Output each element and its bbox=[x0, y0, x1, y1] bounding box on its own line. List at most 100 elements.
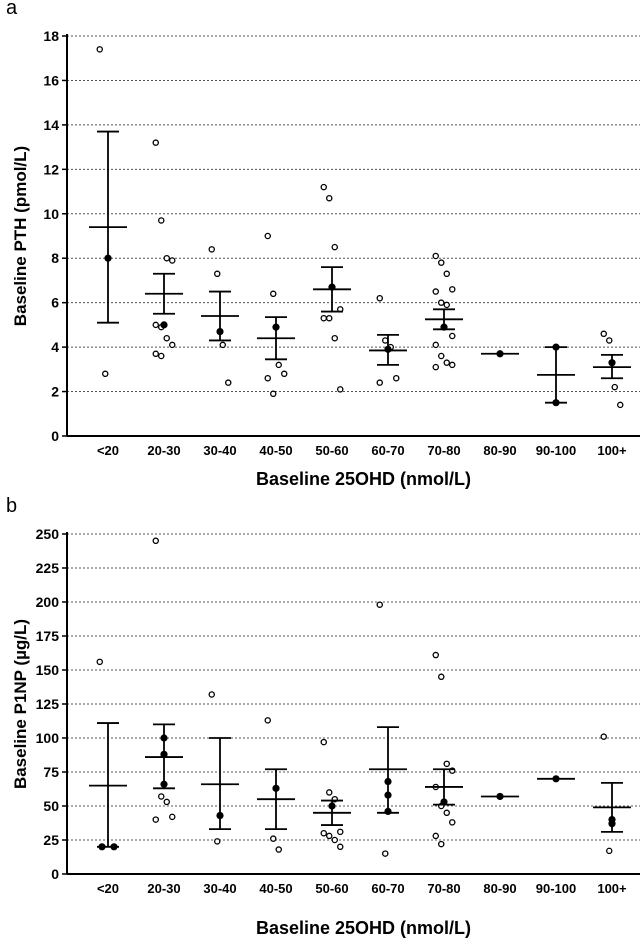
x-tick-label: 60-70 bbox=[371, 881, 404, 896]
data-point bbox=[376, 294, 383, 302]
data-point bbox=[269, 390, 277, 398]
data-point bbox=[448, 819, 456, 826]
data-point bbox=[617, 401, 624, 409]
data-point bbox=[264, 717, 271, 724]
data-point bbox=[213, 270, 221, 278]
data-point bbox=[443, 359, 450, 366]
data-point bbox=[443, 760, 450, 768]
data-point bbox=[152, 321, 159, 329]
data-point bbox=[600, 733, 608, 740]
data-point bbox=[264, 232, 271, 240]
data-point bbox=[320, 183, 327, 191]
data-point bbox=[264, 374, 271, 382]
y-tick-label: 10 bbox=[43, 206, 59, 222]
data-point bbox=[432, 651, 439, 659]
x-tick-label: 80-90 bbox=[483, 881, 516, 896]
data-point bbox=[331, 243, 338, 251]
data-point bbox=[432, 832, 439, 840]
y-tick-label: 175 bbox=[36, 628, 60, 644]
x-tick-label: <20 bbox=[97, 443, 119, 458]
data-point bbox=[163, 798, 170, 806]
y-tick-label: 125 bbox=[36, 696, 60, 712]
x-tick-label: 70-80 bbox=[427, 443, 460, 458]
data-point bbox=[331, 334, 338, 342]
data-point bbox=[381, 337, 389, 344]
y-tick-label: 25 bbox=[43, 832, 59, 848]
y-tick-label: 12 bbox=[43, 161, 59, 177]
data-point bbox=[102, 370, 109, 378]
x-tick-label: 40-50 bbox=[259, 881, 292, 896]
data-point bbox=[269, 835, 277, 842]
data-point bbox=[224, 379, 232, 386]
data-point bbox=[437, 259, 445, 266]
data-point bbox=[448, 332, 456, 340]
data-point bbox=[96, 658, 104, 666]
data-point bbox=[152, 816, 159, 823]
data-point bbox=[208, 691, 215, 698]
data-point bbox=[448, 361, 456, 369]
data-point bbox=[376, 379, 383, 386]
x-tick-label: 40-50 bbox=[259, 443, 292, 458]
data-point bbox=[606, 337, 613, 344]
y-tick-label: 150 bbox=[36, 662, 60, 678]
data-point bbox=[432, 288, 439, 295]
y-tick-label: 14 bbox=[43, 117, 59, 133]
data-point bbox=[157, 217, 165, 224]
y-tick-label: 0 bbox=[51, 866, 59, 882]
x-tick-label: <20 bbox=[97, 881, 119, 896]
data-point bbox=[336, 828, 344, 836]
x-axis-title: Baseline 25OHD (nmol/L) bbox=[256, 469, 471, 489]
data-point bbox=[437, 673, 445, 681]
data-point bbox=[331, 836, 338, 844]
data-point bbox=[325, 314, 333, 322]
x-tick-label: 70-80 bbox=[427, 881, 460, 896]
x-tick-label: 100+ bbox=[597, 881, 627, 896]
x-tick-label: 30-40 bbox=[203, 881, 236, 896]
data-point bbox=[157, 793, 165, 800]
data-point bbox=[275, 846, 282, 853]
data-point bbox=[320, 738, 327, 746]
data-point bbox=[443, 301, 450, 309]
data-point bbox=[611, 383, 619, 391]
data-point bbox=[392, 374, 400, 382]
data-point bbox=[336, 843, 344, 851]
data-point bbox=[437, 299, 445, 306]
data-point bbox=[443, 809, 450, 817]
data-point bbox=[325, 832, 333, 840]
panel-label: a bbox=[6, 0, 18, 19]
y-tick-label: 100 bbox=[36, 730, 60, 746]
x-tick-label: 50-60 bbox=[315, 881, 348, 896]
data-point bbox=[432, 341, 439, 349]
x-tick-label: 30-40 bbox=[203, 443, 236, 458]
data-point bbox=[163, 254, 170, 262]
data-point bbox=[443, 270, 450, 278]
y-tick-label: 0 bbox=[51, 428, 59, 444]
y-tick-label: 200 bbox=[36, 594, 60, 610]
y-tick-label: 18 bbox=[43, 28, 59, 44]
data-point bbox=[280, 370, 288, 378]
y-tick-label: 225 bbox=[36, 560, 60, 576]
y-tick-label: 16 bbox=[43, 72, 59, 88]
data-point bbox=[600, 330, 608, 338]
x-tick-label: 90-100 bbox=[536, 443, 576, 458]
data-point bbox=[275, 361, 282, 369]
data-point bbox=[96, 46, 104, 53]
x-tick-label: 60-70 bbox=[371, 443, 404, 458]
data-point bbox=[437, 840, 445, 848]
data-point bbox=[325, 789, 333, 796]
data-point bbox=[269, 290, 277, 298]
y-axis-title: Baseline PTH (pmol/L) bbox=[11, 146, 30, 326]
y-tick-label: 2 bbox=[51, 384, 59, 400]
y-tick-label: 6 bbox=[51, 295, 59, 311]
x-tick-label: 100+ bbox=[597, 443, 627, 458]
x-tick-label: 20-30 bbox=[147, 881, 180, 896]
data-point bbox=[432, 363, 439, 371]
filled-point bbox=[160, 321, 168, 329]
data-point bbox=[152, 537, 159, 545]
x-tick-label: 50-60 bbox=[315, 443, 348, 458]
data-point bbox=[168, 257, 176, 264]
data-point bbox=[432, 252, 439, 260]
data-point bbox=[163, 334, 170, 342]
x-axis-title: Baseline 25OHD (nmol/L) bbox=[256, 918, 471, 938]
